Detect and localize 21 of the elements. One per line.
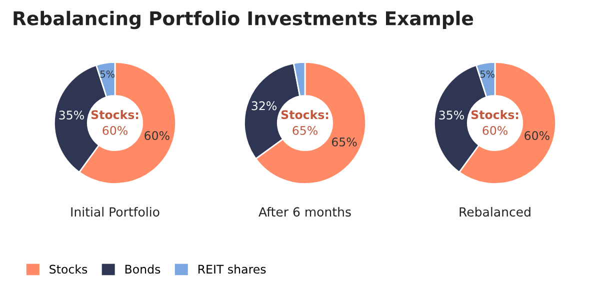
text: Stocks: bbox=[91, 110, 138, 120]
data-label: 60% bbox=[524, 131, 550, 140]
text: Initial Portfolio bbox=[71, 206, 160, 217]
text: Stocks: bbox=[281, 110, 328, 120]
chart-title: Rebalancing Portfolio Investments Example bbox=[14, 10, 474, 30]
data-label: 5% bbox=[480, 70, 495, 78]
data-label: 65% bbox=[332, 138, 357, 146]
legend-label: Stocks bbox=[50, 264, 88, 274]
data-label: 35% bbox=[439, 110, 464, 120]
text: Stocks: bbox=[471, 110, 518, 120]
text: 60% bbox=[102, 126, 128, 135]
data-label: 5% bbox=[100, 70, 115, 78]
text: Rebalanced bbox=[460, 206, 530, 217]
text: After 6 months bbox=[258, 206, 351, 217]
data-label: 32% bbox=[252, 101, 276, 110]
legend-label: Bonds bbox=[125, 264, 160, 274]
data-label: 60% bbox=[144, 131, 170, 140]
text: 65% bbox=[292, 126, 318, 135]
text: 60% bbox=[482, 126, 508, 135]
data-label: 35% bbox=[59, 110, 84, 120]
legend-label: REIT shares bbox=[198, 264, 266, 274]
